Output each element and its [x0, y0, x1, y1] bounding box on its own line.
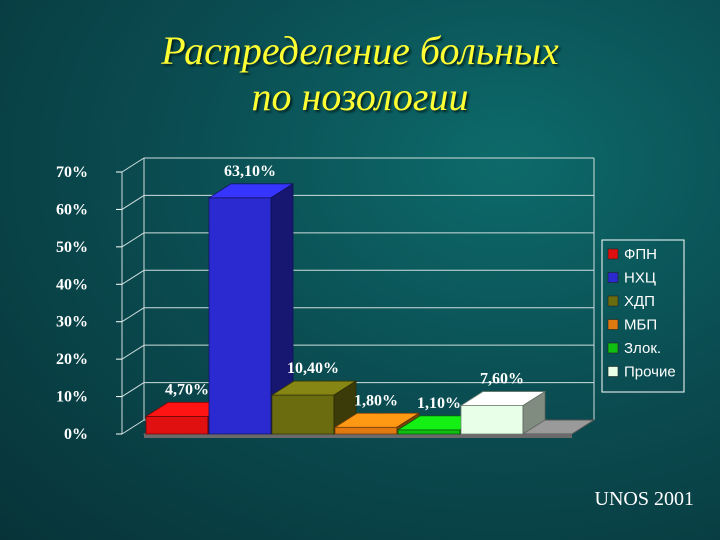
legend-entry: МБП [624, 317, 657, 334]
legend-entry: ХДП [624, 293, 655, 310]
legend-entry: Злок. [624, 340, 661, 357]
data-label: 1,80% [354, 392, 398, 409]
legend-entry: НХЦ [624, 270, 656, 287]
slide-title: Распределение больных по нозологии [0, 28, 720, 120]
y-tick-label: 20% [56, 351, 88, 368]
data-label: 1,10% [417, 395, 461, 412]
title-line-1: Распределение больных [161, 28, 559, 73]
bar-front [334, 426, 398, 435]
legend-swatch [607, 319, 619, 330]
gridline-side [121, 195, 145, 210]
y-axis: 0% 10% 20% 30% 40% 50% 60% 70% [56, 164, 122, 443]
data-label: 10,40% [287, 360, 339, 377]
bar-side [522, 390, 546, 435]
legend: ФПН НХЦ ХДП МБП Злок. Прочие [601, 239, 685, 393]
gridline-side [121, 157, 145, 173]
data-label: 7,60% [480, 371, 524, 388]
legend-swatch [607, 366, 619, 377]
y-tick-label: 50% [56, 239, 88, 256]
bars-layer [142, 183, 596, 438]
bar-6 [459, 390, 547, 435]
gridline-side [121, 269, 145, 285]
y-tick-label: 10% [56, 389, 88, 406]
y-tick-label: 30% [56, 314, 88, 331]
legend-swatch [607, 272, 619, 283]
bar-front [271, 394, 335, 435]
data-label: 4,70% [165, 381, 209, 398]
data-labels-layer: 4,70% 63,10% 10,40% 1,80% 1,10% 7,60% [165, 163, 524, 412]
bar-front [145, 416, 209, 435]
gridline-side [121, 232, 145, 248]
title-line-2: по нозологии [251, 74, 469, 119]
y-tick-label: 40% [56, 276, 88, 293]
y-tick-label: 60% [56, 201, 88, 218]
y-tick-label: 70% [56, 164, 88, 181]
bar-front [460, 405, 524, 435]
data-label: 63,10% [224, 163, 276, 180]
bar-front [208, 197, 272, 435]
gridline-side [121, 307, 145, 323]
legend-swatch [607, 295, 619, 307]
gridline-side [121, 419, 145, 435]
y-tick-label: 0% [64, 426, 88, 443]
legend-swatch [607, 342, 619, 354]
gridline-side [121, 382, 145, 397]
source-note: UNOS 2001 [594, 488, 694, 510]
legend-entry: Прочие [624, 364, 676, 381]
legend-swatch [607, 248, 619, 260]
legend-box [601, 239, 685, 393]
bar-front [397, 429, 461, 435]
bar-2 [207, 183, 295, 435]
chart-floor-edge [144, 434, 572, 438]
legend-entry: ФПН [624, 246, 657, 263]
gridline-side [121, 344, 145, 360]
